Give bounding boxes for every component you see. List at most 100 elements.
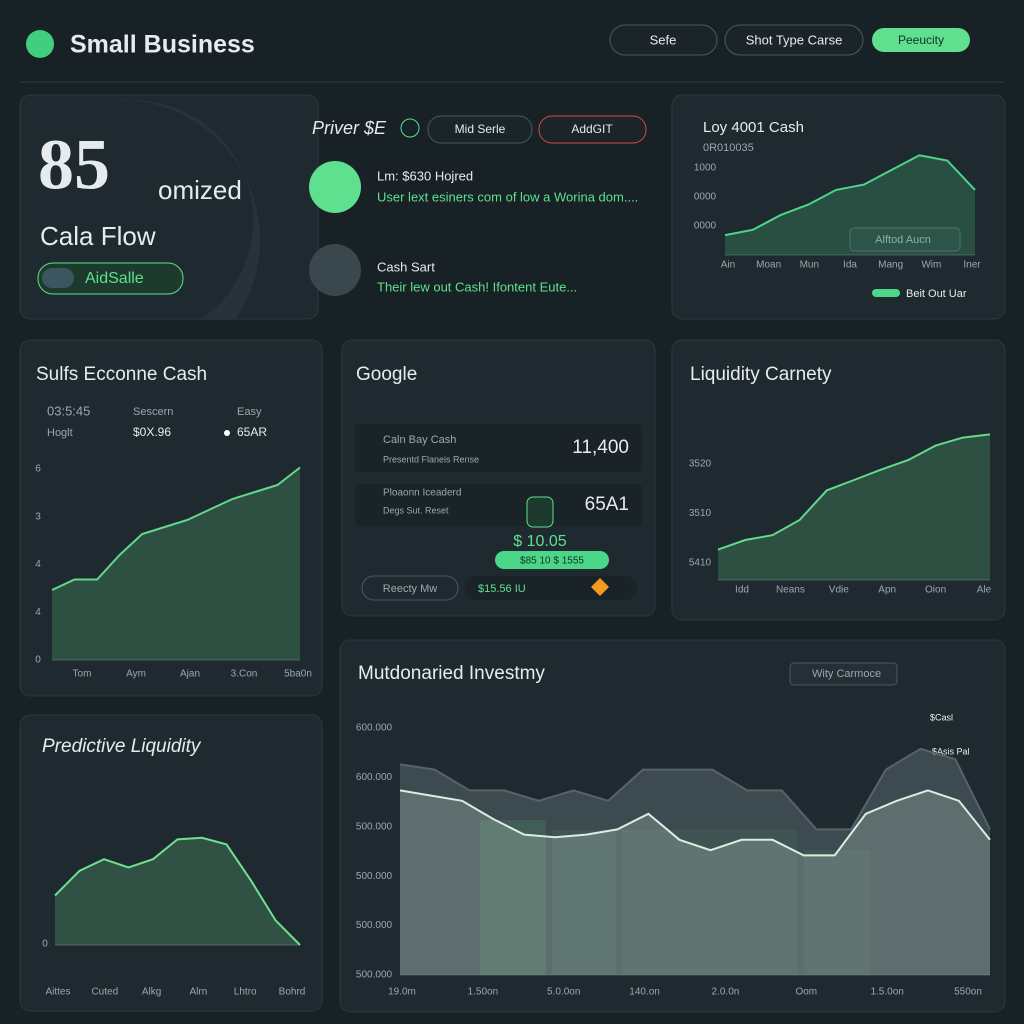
x-axis-label: 3.Con: [231, 669, 258, 680]
y-axis-label: 0: [35, 655, 41, 666]
button[interactable]: [849, 227, 961, 252]
area: [725, 155, 975, 255]
x-axis-label: 5ba0n: [284, 669, 312, 680]
app-title: Small Business: [70, 31, 255, 59]
y-axis-label: 6: [35, 464, 41, 475]
area: [718, 434, 990, 580]
button[interactable]: [361, 575, 459, 601]
x-axis-label: Vdie: [829, 585, 849, 596]
x-axis-label: Alrn: [190, 987, 208, 998]
row[interactable]: [355, 484, 642, 526]
y-axis-label: 0000: [694, 221, 717, 232]
x-axis-label: Aittes: [45, 987, 70, 998]
button-label[interactable]: Shot Type Carse: [746, 32, 843, 47]
toggle[interactable]: [42, 268, 74, 288]
area: [400, 748, 990, 975]
chart-title: Loy 4001 Cash: [703, 119, 804, 136]
icon: [400, 118, 420, 138]
y-axis-label: 4: [35, 607, 41, 618]
button-label[interactable]: Peeucity: [898, 33, 944, 47]
button[interactable]: [37, 262, 184, 295]
button[interactable]: [609, 24, 718, 56]
x-axis-label: Ale: [977, 585, 992, 596]
x-axis-label: Idd: [735, 585, 749, 596]
icon: [591, 578, 609, 596]
button[interactable]: [872, 28, 970, 52]
chart-title: Mutdonaried Investmy: [358, 663, 545, 684]
y-axis-label: 500.000: [356, 920, 393, 931]
annotation: $Casl: [930, 712, 953, 722]
decor-arc: [100, 99, 261, 320]
button-label[interactable]: Sefe: [650, 32, 677, 47]
x-axis-label: Mun: [800, 260, 819, 271]
panel: [671, 94, 1006, 320]
hero-value: 85: [38, 125, 110, 205]
panel: [19, 339, 323, 697]
item-icon: [309, 244, 361, 296]
x-axis-label: Apn: [878, 585, 896, 596]
item-title: Lm: $630 Hojred: [377, 168, 473, 183]
x-axis-label: 2.0.0n: [712, 987, 740, 998]
x-axis-label: Aym: [126, 669, 146, 680]
x-axis-label: Neans: [776, 585, 805, 596]
chart-subtitle: 0R010035: [703, 142, 754, 154]
line: [399, 789, 991, 857]
stat-label: Sescern: [133, 406, 173, 418]
x-axis-label: Tom: [73, 669, 92, 680]
x-axis-label: Oion: [925, 585, 946, 596]
badge-pill: [495, 551, 609, 569]
panel-title: Priver $E: [312, 118, 387, 138]
x-axis-label: Cuted: [91, 987, 118, 998]
legend-label: Beit Out Uar: [906, 288, 967, 300]
chart-title: Liquidity Carnety: [690, 364, 832, 385]
row-sub: Presentd Flaneis Rense: [383, 454, 479, 464]
badge: $ 10.05: [513, 533, 566, 550]
y-axis-label: 0: [42, 939, 48, 950]
x-axis-label: 1.5.0on: [870, 987, 903, 998]
row-sub: Degs Sut. Reset: [383, 505, 449, 515]
logo: [26, 30, 54, 58]
item-text: Their lew out Cash! Ifontent Eute...: [377, 279, 577, 294]
panel-title: Google: [356, 364, 417, 385]
y-axis-label: 3510: [689, 508, 712, 519]
line: [399, 747, 991, 831]
legend-swatch: [872, 289, 900, 297]
button-label[interactable]: AidSalle: [85, 270, 144, 287]
x-axis-label: Ain: [721, 260, 735, 271]
x-axis-label: Ajan: [180, 669, 200, 680]
y-axis-label: 1000: [694, 163, 717, 174]
button[interactable]: [427, 115, 533, 144]
stat-value: 65AR: [237, 425, 267, 439]
dropdown-label[interactable]: Wity Carmoce: [812, 668, 881, 680]
item-title: Cash Sart: [377, 259, 435, 274]
button[interactable]: [538, 115, 647, 144]
y-axis-label: 500.000: [356, 821, 393, 832]
x-axis-label: 550on: [954, 987, 982, 998]
button-label[interactable]: AddGIT: [571, 122, 613, 136]
x-axis-label: 19.0m: [388, 987, 416, 998]
y-axis-label: 3: [35, 511, 41, 522]
y-axis-label: 4: [35, 559, 41, 570]
y-axis-label: 0000: [694, 192, 717, 203]
icon: [526, 496, 554, 528]
y-axis-label: 5410: [689, 558, 712, 569]
row-label: Ploaonn Iceaderd: [383, 488, 461, 499]
chart-title: Sulfs Ecconne Cash: [36, 364, 207, 385]
area: [55, 837, 300, 945]
line: [51, 466, 301, 591]
button-label[interactable]: Alftod Aucn: [875, 234, 931, 246]
x-axis-label: Mang: [878, 260, 903, 271]
line: [54, 836, 301, 946]
button-label[interactable]: Reecty Mw: [383, 583, 437, 595]
item-icon: [309, 161, 361, 213]
annotation: $Asis Pal: [932, 746, 970, 756]
button[interactable]: [724, 24, 864, 56]
dropdown[interactable]: [789, 662, 898, 686]
area: [52, 467, 300, 660]
row[interactable]: [355, 424, 642, 472]
button-label[interactable]: Mid Serle: [455, 122, 506, 136]
field[interactable]: [465, 576, 637, 600]
stat-dot: [224, 430, 230, 436]
x-axis-label: 140.on: [629, 987, 660, 998]
